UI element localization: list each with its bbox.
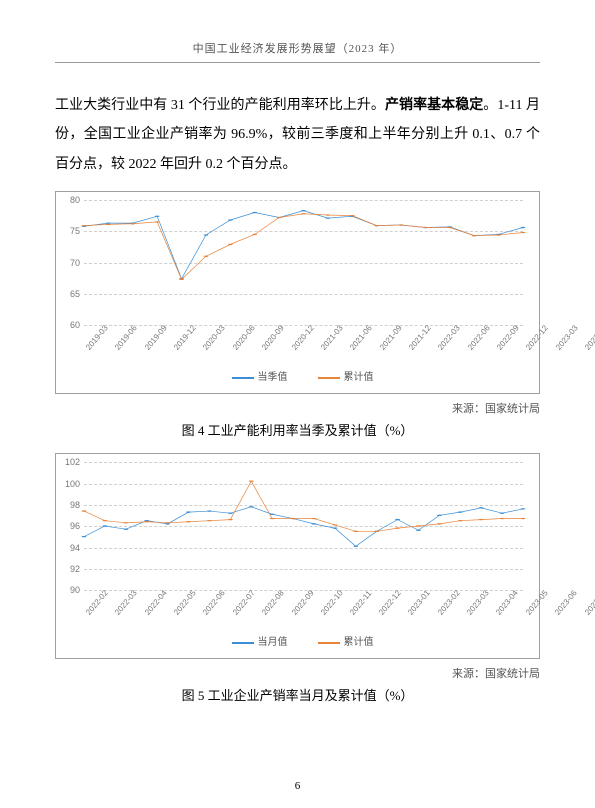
chart-2-caption: 图 5 工业企业产销率当月及累计值（%） [55, 685, 540, 704]
ytick-label: 100 [65, 479, 84, 489]
chart-2-xaxis: 2022-022022-032022-042022-052022-062022-… [84, 590, 523, 629]
chart-2: 9092949698100102 2022-022022-032022-0420… [55, 453, 540, 659]
legend-swatch [232, 642, 254, 644]
chart-1-xaxis: 2019-032019-062019-092019-122020-032020-… [84, 325, 523, 364]
ytick-label: 60 [70, 320, 84, 330]
ytick-label: 94 [70, 543, 84, 553]
chart-1-caption: 图 4 工业产能利用率当季及累计值（%） [55, 420, 540, 439]
ytick-label: 92 [70, 564, 84, 574]
legend-swatch [318, 377, 340, 379]
body-paragraph: 工业大类行业中有 31 个行业的产能利用率环比上升。产销率基本稳定。1-11 月… [55, 91, 540, 179]
chart-1-plot: 6065707580 [84, 200, 523, 325]
ytick-label: 70 [70, 258, 84, 268]
paragraph-text-1: 工业大类行业中有 31 个行业的产能利用率环比上升。 [55, 98, 385, 113]
legend-swatch [318, 642, 340, 644]
ytick-label: 75 [70, 226, 84, 236]
chart-2-source: 来源：国家统计局 [55, 665, 540, 681]
chart-2-legend: 当月值 累计值 [66, 629, 529, 654]
chart-2-plot: 9092949698100102 [84, 462, 523, 590]
ytick-label: 98 [70, 500, 84, 510]
ytick-label: 90 [70, 585, 84, 595]
ytick-label: 80 [70, 195, 84, 205]
page-number: 6 [0, 780, 595, 792]
legend-item: 累计值 [308, 637, 374, 648]
legend-item: 当季值 [222, 372, 288, 383]
chart-1: 6065707580 2019-032019-062019-092019-122… [55, 191, 540, 394]
chart-1-source: 来源：国家统计局 [55, 400, 540, 416]
ytick-label: 65 [70, 289, 84, 299]
ytick-label: 102 [65, 457, 84, 467]
legend-swatch [232, 377, 254, 379]
paragraph-bold: 产销率基本稳定 [385, 98, 483, 113]
chart-1-legend: 当季值 累计值 [66, 364, 529, 389]
ytick-label: 96 [70, 521, 84, 531]
legend-item: 当月值 [222, 637, 288, 648]
legend-item: 累计值 [308, 372, 374, 383]
page-header: 中国工业经济发展形势展望（2023 年） [55, 40, 540, 63]
